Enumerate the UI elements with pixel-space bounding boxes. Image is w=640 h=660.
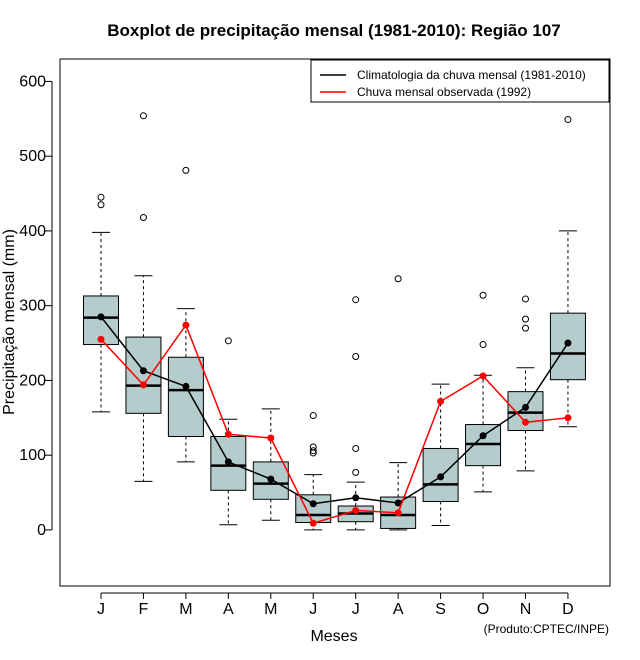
series-point: [522, 403, 529, 411]
box-O: [465, 291, 502, 493]
y-tick-label: 0: [37, 522, 46, 539]
outlier-point: [564, 116, 572, 124]
series-climatology: [97, 313, 572, 508]
x-tick-label: M: [264, 601, 277, 618]
box-S: [422, 383, 459, 526]
box-iqr: [252, 461, 289, 500]
x-tick-label: J: [309, 601, 317, 618]
box-J: [83, 193, 119, 413]
outlier-point: [139, 213, 147, 221]
outlier-point: [522, 295, 529, 303]
box-F: [125, 112, 162, 482]
box-M: [252, 408, 289, 521]
series-point: [352, 507, 360, 515]
legend-label: Climatologia da chuva mensal (1981-2010): [357, 68, 586, 82]
series-point: [267, 475, 275, 483]
series-point: [522, 418, 529, 426]
series-observed-1992: [97, 321, 572, 527]
outlier-point: [522, 324, 529, 332]
series-point: [394, 499, 402, 507]
y-tick-label: 100: [19, 447, 46, 464]
plot-frame: [59, 58, 611, 587]
chart-title: Boxplot de precipitação mensal (1981-201…: [107, 21, 561, 40]
y-tick-label: 200: [19, 372, 46, 389]
x-tick-label: D: [562, 601, 574, 618]
series-line: [100, 323, 569, 525]
outlier-point: [309, 447, 317, 455]
x-tick-label: N: [520, 601, 532, 618]
series-point: [182, 321, 190, 329]
outlier-point: [97, 193, 105, 201]
series-point: [224, 458, 232, 466]
x-tick-label: O: [477, 601, 489, 618]
series-point: [139, 381, 147, 389]
series-point: [309, 500, 317, 508]
series-point: [437, 473, 445, 481]
series-point: [437, 397, 445, 405]
y-tick-label: 500: [19, 148, 46, 165]
series-point: [352, 494, 360, 502]
box-M: [167, 166, 204, 463]
outlier-point: [479, 291, 487, 299]
x-tick-label: M: [179, 601, 192, 618]
y-axis-label: Precipitação mensal (mm): [1, 229, 18, 415]
box-N: [507, 295, 544, 472]
x-tick-label: F: [139, 601, 149, 618]
series-layer: [97, 313, 572, 527]
outlier-point: [352, 444, 360, 452]
y-tick-label: 400: [19, 223, 46, 240]
y-axis: 0 100 200 300 400 500 600: [19, 73, 53, 539]
series-point: [394, 509, 402, 517]
box-D: [549, 116, 586, 428]
series-point: [564, 414, 572, 422]
outlier-point: [97, 201, 105, 209]
legend-box: [310, 59, 610, 103]
outlier-point: [224, 337, 232, 345]
box-J: [295, 412, 332, 531]
x-tick-label: A: [393, 601, 404, 618]
box-iqr: [125, 336, 162, 414]
x-axis-label: Meses: [310, 628, 357, 645]
series-line: [100, 316, 569, 505]
series-point: [182, 382, 190, 390]
outlier-point: [522, 315, 529, 323]
series-point: [97, 335, 105, 343]
boxes-layer: [83, 112, 586, 531]
legend-label: Chuva mensal observada (1992): [357, 85, 531, 99]
outlier-point: [352, 296, 360, 304]
outlier-point: [352, 353, 360, 361]
x-tick-label: J: [352, 601, 360, 618]
box-A: [380, 275, 417, 531]
x-tick-label: A: [223, 601, 234, 618]
outlier-point: [352, 468, 360, 476]
x-tick-label: S: [435, 601, 446, 618]
series-point: [309, 519, 317, 527]
series-point: [97, 313, 105, 321]
box-iqr: [167, 356, 204, 437]
x-tick-label: J: [97, 601, 105, 618]
outlier-point: [309, 412, 317, 420]
series-point: [479, 432, 487, 440]
outlier-point: [182, 166, 190, 174]
series-point: [139, 367, 147, 375]
y-tick-label: 600: [19, 73, 46, 90]
outlier-point: [309, 443, 317, 451]
series-point: [267, 434, 275, 442]
outlier-point: [394, 275, 402, 283]
credit-text: (Produto:CPTEC/INPE): [484, 622, 609, 636]
series-point: [479, 372, 487, 380]
outlier-point: [139, 112, 147, 120]
legend: Climatologia da chuva mensal (1981-2010)…: [310, 59, 610, 103]
series-point: [224, 430, 232, 438]
series-point: [564, 339, 572, 347]
outlier-point: [479, 341, 487, 349]
y-tick-label: 300: [19, 298, 46, 315]
